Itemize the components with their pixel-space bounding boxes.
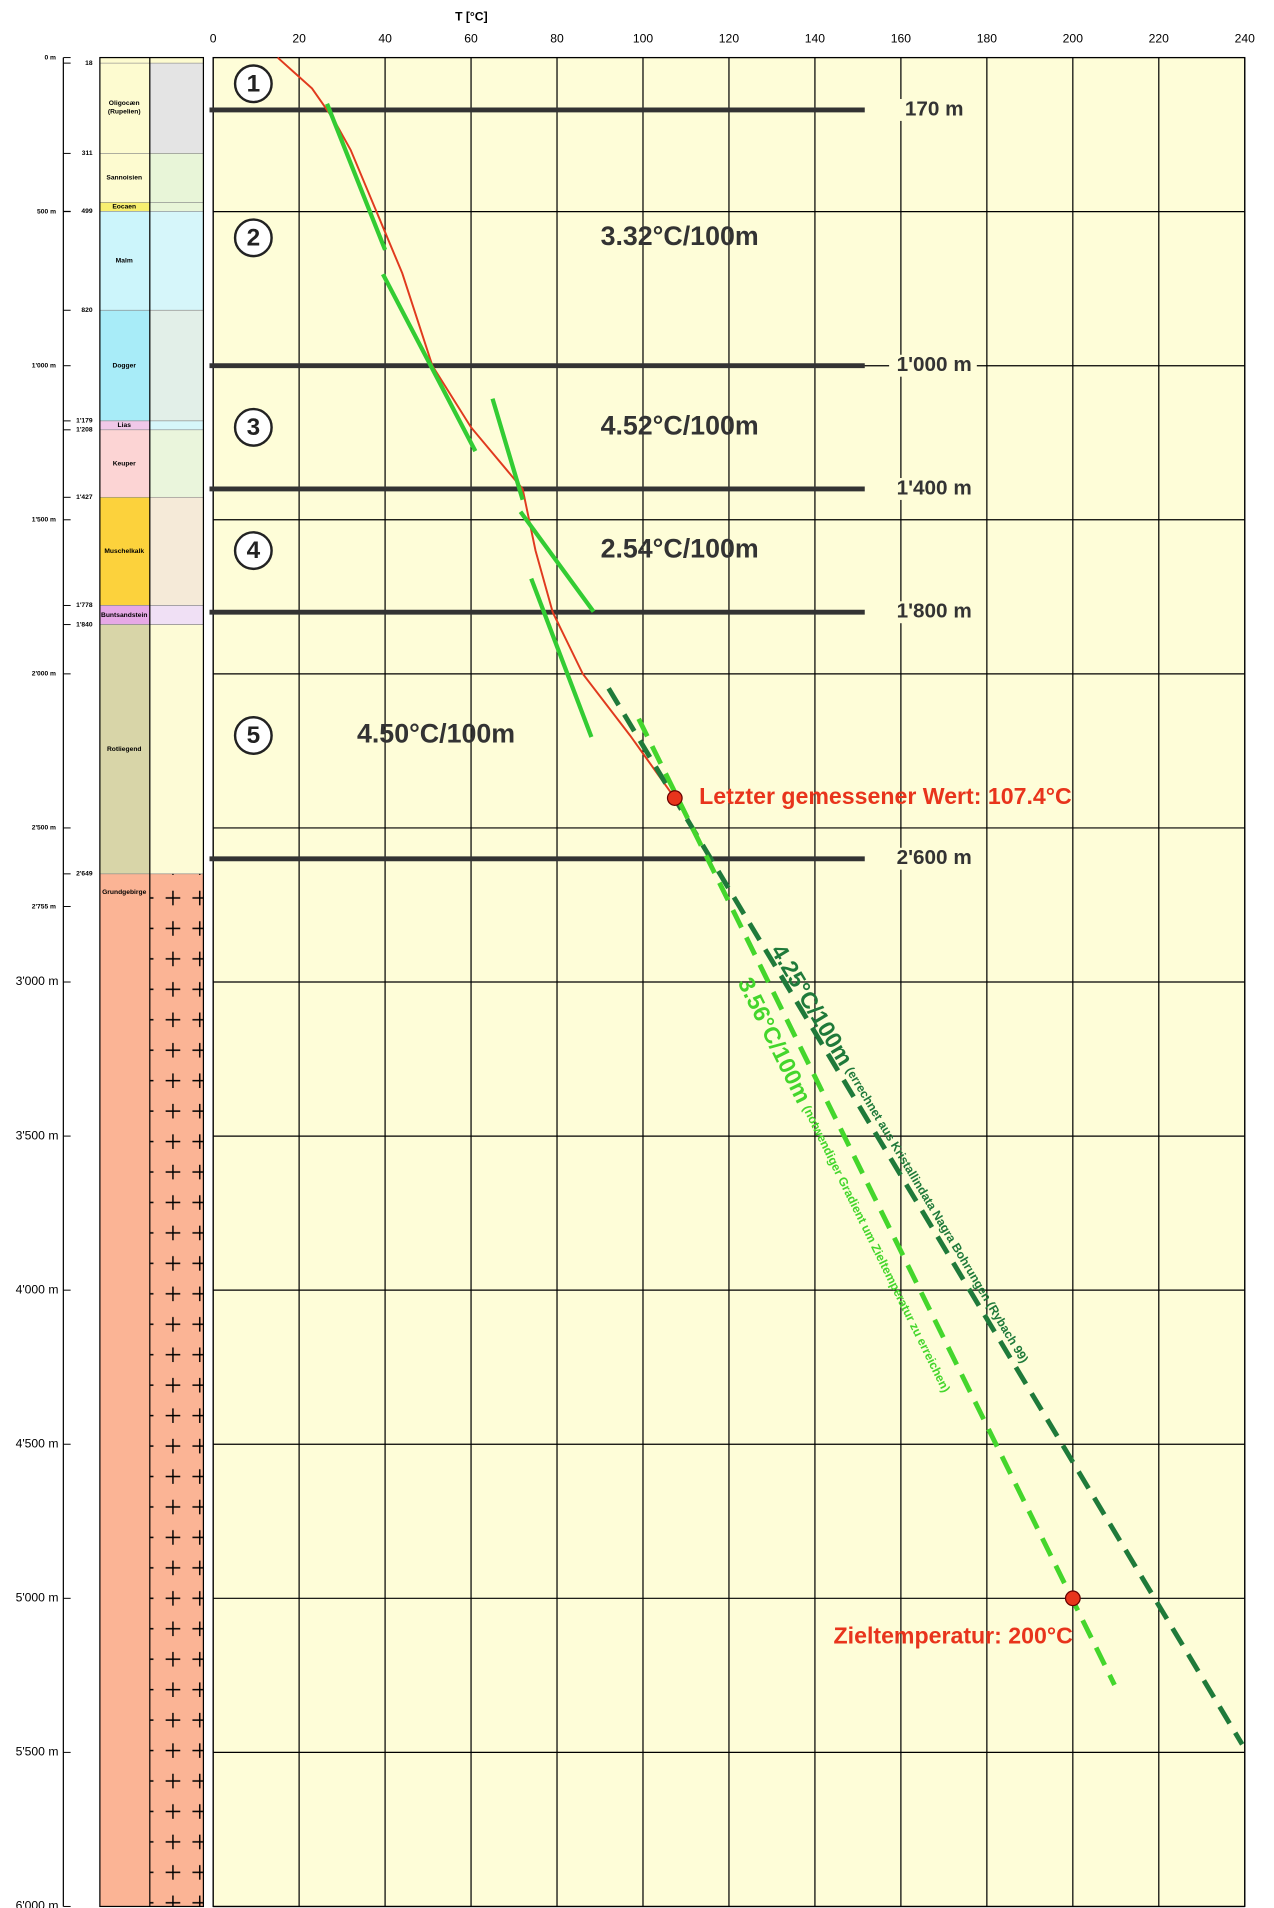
zone-gradient: 4.52°C/100m xyxy=(601,410,759,440)
x-tick-label: 200 xyxy=(1063,32,1084,46)
x-tick-label: 240 xyxy=(1235,32,1256,46)
y-tick-label: 1'000 m xyxy=(32,362,56,369)
formation-name: Malm xyxy=(116,258,133,265)
formation-top-label: 820 xyxy=(81,307,92,314)
y-tick-label: 2'755 m xyxy=(32,903,56,910)
lithology xyxy=(150,605,204,624)
y-tick-label: 1'500 m xyxy=(32,517,56,524)
formation-name: Grundgebirge xyxy=(102,889,146,896)
x-tick-label: 80 xyxy=(550,32,564,46)
zone-gradient: 3.32°C/100m xyxy=(601,221,759,251)
formation-subname: (Rupelien) xyxy=(108,109,141,116)
formation-name: Eocaen xyxy=(112,204,136,211)
lithology xyxy=(150,430,204,497)
zone-number: 1 xyxy=(247,70,261,97)
lithology xyxy=(150,310,204,421)
x-tick-label: 160 xyxy=(891,32,912,46)
y-tick-label: 5'500 m xyxy=(16,1745,59,1759)
formation-top-label: 311 xyxy=(82,150,93,157)
point xyxy=(1066,1591,1081,1606)
formation-top-label: 18 xyxy=(85,60,93,67)
y-tick-label: 4'000 m xyxy=(16,1282,59,1296)
page: T [°C] Oligocæn(Rupelien)18Sannoisien311… xyxy=(0,0,1274,1908)
boundary-label: 2'600 m xyxy=(897,846,972,869)
formation-name: Buntsandstein xyxy=(101,612,147,619)
formation-name: Dogger xyxy=(113,362,137,369)
lithology xyxy=(150,421,204,430)
x-tick-label: 120 xyxy=(719,32,740,46)
formation-top-label: 499 xyxy=(81,208,92,215)
formation-top-label: 1'208 xyxy=(76,427,93,434)
point-label: Letzter gemessener Wert: 107.4°C xyxy=(699,783,1072,809)
lithology xyxy=(150,63,204,153)
y-tick-label: 500 m xyxy=(37,208,56,215)
x-axis-title: T [°C] xyxy=(455,10,488,24)
formation-name: Lias xyxy=(118,422,132,429)
y-tick-label: 3'000 m xyxy=(16,974,59,988)
formation-top-label: 1'840 xyxy=(76,621,93,628)
zone-number: 3 xyxy=(247,414,261,441)
point xyxy=(667,791,682,806)
zone-gradient: 4.50°C/100m xyxy=(357,719,515,749)
y-tick-label: 2'500 m xyxy=(32,825,56,832)
formation-name: Sannoisien xyxy=(106,175,142,182)
lithology xyxy=(150,202,204,211)
boundary-label: 1'000 m xyxy=(897,353,972,376)
y-tick-label: 2'000 m xyxy=(32,671,56,678)
y-tick-label: 4'500 m xyxy=(16,1436,59,1450)
zone-gradient: 2.54°C/100m xyxy=(601,534,759,564)
boundary-label: 1'800 m xyxy=(897,600,972,623)
y-tick-label: 3'500 m xyxy=(16,1128,59,1142)
formation-name: Muschelkalk xyxy=(104,548,144,555)
formation-top-label: 1'427 xyxy=(76,494,93,501)
lithology xyxy=(150,497,204,605)
x-tick-label: 60 xyxy=(464,32,478,46)
boundary-label: 1'400 m xyxy=(897,476,972,499)
y-tick-label: 0 m xyxy=(44,54,56,61)
formation-top-label: 1'778 xyxy=(76,602,93,609)
formation-name: Keuper xyxy=(113,460,136,467)
formation xyxy=(100,874,150,1907)
formation-name: Rotliegend xyxy=(107,746,142,753)
x-tick-label: 0 xyxy=(210,32,217,46)
x-tick-label: 140 xyxy=(805,32,826,46)
y-tick-label: 5'000 m xyxy=(16,1591,59,1605)
point-label: Zieltemperatur: 200°C xyxy=(834,1622,1074,1648)
boundary-label: 170 m xyxy=(905,97,964,120)
x-tick-label: 220 xyxy=(1149,32,1170,46)
lithology xyxy=(150,211,204,310)
zone-number: 4 xyxy=(247,537,261,564)
zone-number: 2 xyxy=(247,224,261,251)
zone-number: 5 xyxy=(247,722,261,749)
x-tick-label: 100 xyxy=(633,32,654,46)
x-tick-label: 20 xyxy=(292,32,306,46)
formation-top-label: 1'179 xyxy=(76,418,93,425)
x-tick-label: 180 xyxy=(977,32,998,46)
lithology-pattern xyxy=(150,874,204,1907)
lithology xyxy=(150,625,204,874)
formation-name: Oligocæn xyxy=(109,100,140,107)
chart: T [°C] Oligocæn(Rupelien)18Sannoisien311… xyxy=(0,0,1274,1908)
lithology xyxy=(150,153,204,202)
y-tick-label: 6'000 m xyxy=(16,1899,59,1908)
x-tick-label: 40 xyxy=(378,32,392,46)
formation-top-label: 2'649 xyxy=(76,871,93,878)
